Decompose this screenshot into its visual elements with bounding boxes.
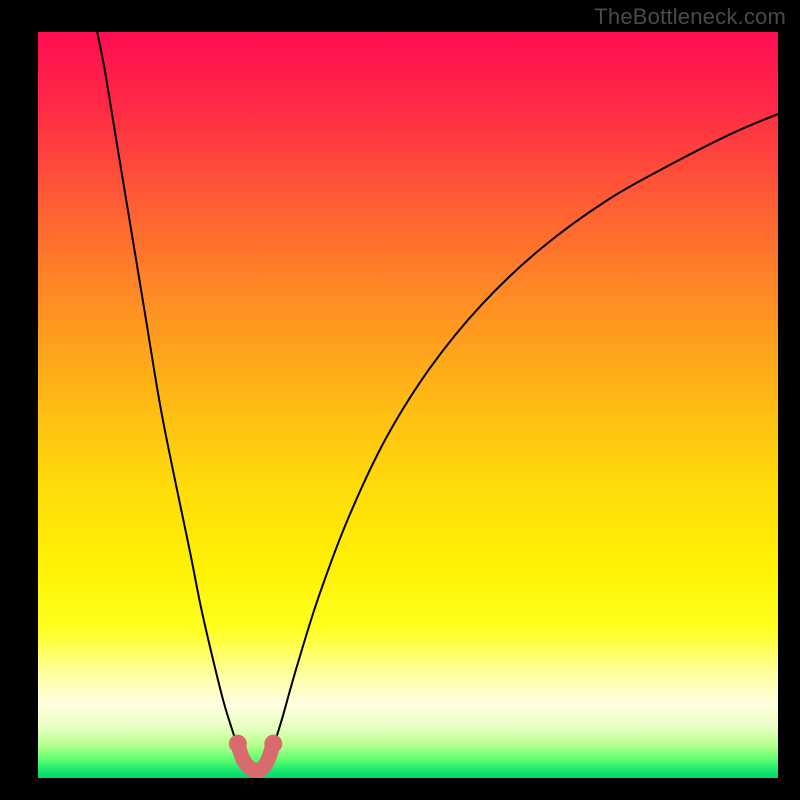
watermark-text: TheBottleneck.com [594, 4, 786, 30]
notch-endcap-right [264, 735, 282, 753]
chart-container: TheBottleneck.com [0, 0, 800, 800]
bottleneck-chart-svg [38, 32, 778, 778]
plot-area [38, 32, 778, 778]
notch-endcap-left [229, 735, 247, 753]
gradient-background [38, 32, 778, 778]
